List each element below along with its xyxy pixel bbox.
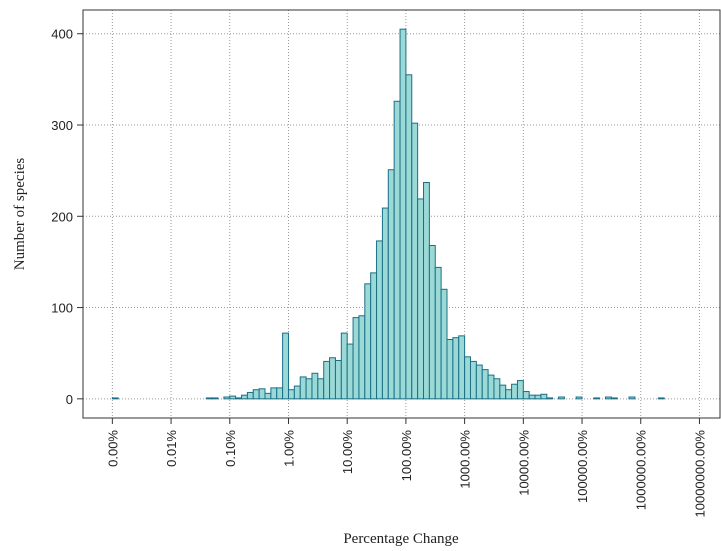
bar [376,240,383,400]
bar [241,394,248,400]
bar [516,380,524,400]
bar [246,391,254,400]
bar [546,397,554,400]
bar [258,388,266,400]
bar [252,389,260,400]
bar [340,332,348,400]
bar [610,397,618,400]
bar [323,360,331,400]
bar [329,357,336,400]
bar [293,385,301,400]
y-tick-label: 300 [51,118,73,133]
bar [211,397,219,400]
bar [534,394,542,400]
x-tick-label: 100000.00% [575,430,590,503]
bar [458,335,466,400]
y-tick-label: 400 [51,27,73,42]
x-axis-label: Percentage Change [343,531,459,547]
bar [423,182,430,400]
bar [352,317,360,400]
bar [605,396,612,400]
bar [481,369,489,400]
bar [270,387,278,400]
bar [528,394,536,400]
bar [428,244,436,400]
bar [364,283,372,400]
bar [446,339,454,400]
bar [440,288,448,400]
bar [346,343,354,400]
x-tick-label: 0.10% [223,430,238,467]
bar [469,360,477,400]
bar [317,378,325,400]
bar [399,28,407,400]
x-tick-label: 10.00% [340,430,355,475]
bar [334,359,342,400]
bar [487,374,495,400]
bar [381,207,389,400]
bar [282,332,289,400]
bar [475,364,483,400]
bar [111,397,119,400]
bar [411,122,419,400]
bar [205,397,213,400]
bar [593,397,601,400]
bar [522,391,530,400]
bar [387,169,395,400]
y-tick-label: 200 [51,209,73,224]
bar [558,396,565,400]
x-tick-label: 0.00% [105,430,120,467]
bar [452,337,460,400]
bar [287,389,295,400]
bar [511,383,518,400]
x-tick-label: 0.01% [164,430,179,467]
bar [305,378,313,400]
bar [299,376,307,400]
x-tick-label: 1000000.00% [634,430,649,511]
y-tick-label: 100 [51,301,73,316]
bar [464,356,471,400]
bar [276,387,284,400]
bar [223,396,231,400]
bar [229,395,237,400]
bar [264,392,272,400]
bar [575,396,583,400]
bar [505,389,513,400]
bar [311,372,319,400]
x-tick-label: 100.00% [399,430,414,482]
bar [499,384,507,400]
bar [540,393,548,400]
bar [657,397,665,400]
bar [417,198,425,400]
x-tick-label: 10000000.00% [692,430,707,518]
bar [434,266,442,400]
x-tick-label: 1.00% [281,430,296,467]
y-axis-label: Number of species [12,158,28,271]
y-tick-label: 0 [66,392,73,407]
x-tick-label: 10000.00% [516,430,531,496]
plot-frame [82,9,721,419]
bar [358,315,366,400]
x-tick-label: 1000.00% [458,430,473,489]
bar [405,74,413,400]
bar [628,396,636,400]
bar [370,272,378,400]
bar [235,397,243,400]
bar [393,100,401,400]
bar [493,378,501,400]
